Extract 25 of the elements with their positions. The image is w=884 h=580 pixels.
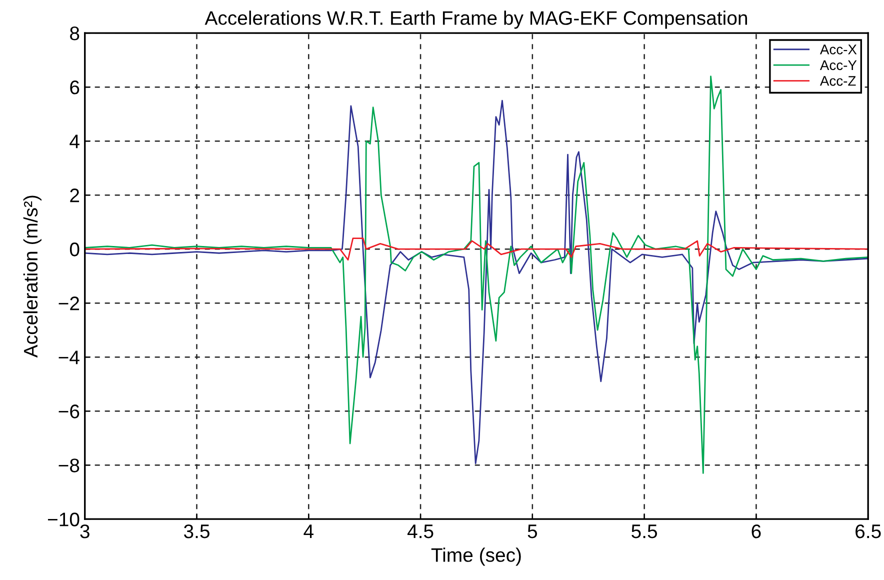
legend-label: Acc-Y (820, 60, 857, 70)
y-tick-label: −4 (58, 350, 80, 364)
y-tick-label: 2 (70, 188, 80, 202)
y-tick-label: −8 (58, 458, 80, 472)
x-axis-title: Time (sec) (431, 548, 521, 566)
x-tick-label: 5.5 (632, 524, 658, 538)
x-tick-label: 6 (752, 524, 761, 538)
y-tick-label: −10 (48, 512, 80, 526)
chart-title: Accelerations W.R.T. Earth Frame by MAG-EKF Compensation (204, 10, 747, 29)
y-tick-label: 0 (70, 242, 80, 256)
y-tick-label: 8 (70, 26, 80, 40)
x-tick-label: 4.5 (407, 524, 434, 538)
x-tick-label: 3.5 (184, 524, 210, 538)
y-tick-label: 4 (70, 134, 80, 148)
x-tick-label: 6.5 (856, 524, 881, 538)
y-axis-title: Acceleration (m/s²) (23, 196, 42, 358)
legend-label: Acc-X (820, 44, 857, 54)
legend-label: Acc-Z (820, 76, 856, 86)
line-series (84, 238, 868, 261)
y-tick-label: −2 (58, 296, 80, 310)
x-tick-label: 3 (80, 524, 90, 538)
x-tick-label: 4 (304, 524, 314, 538)
x-tick-label: 5 (528, 524, 538, 538)
y-tick-label: −6 (58, 404, 80, 418)
y-tick-label: 6 (70, 80, 80, 94)
